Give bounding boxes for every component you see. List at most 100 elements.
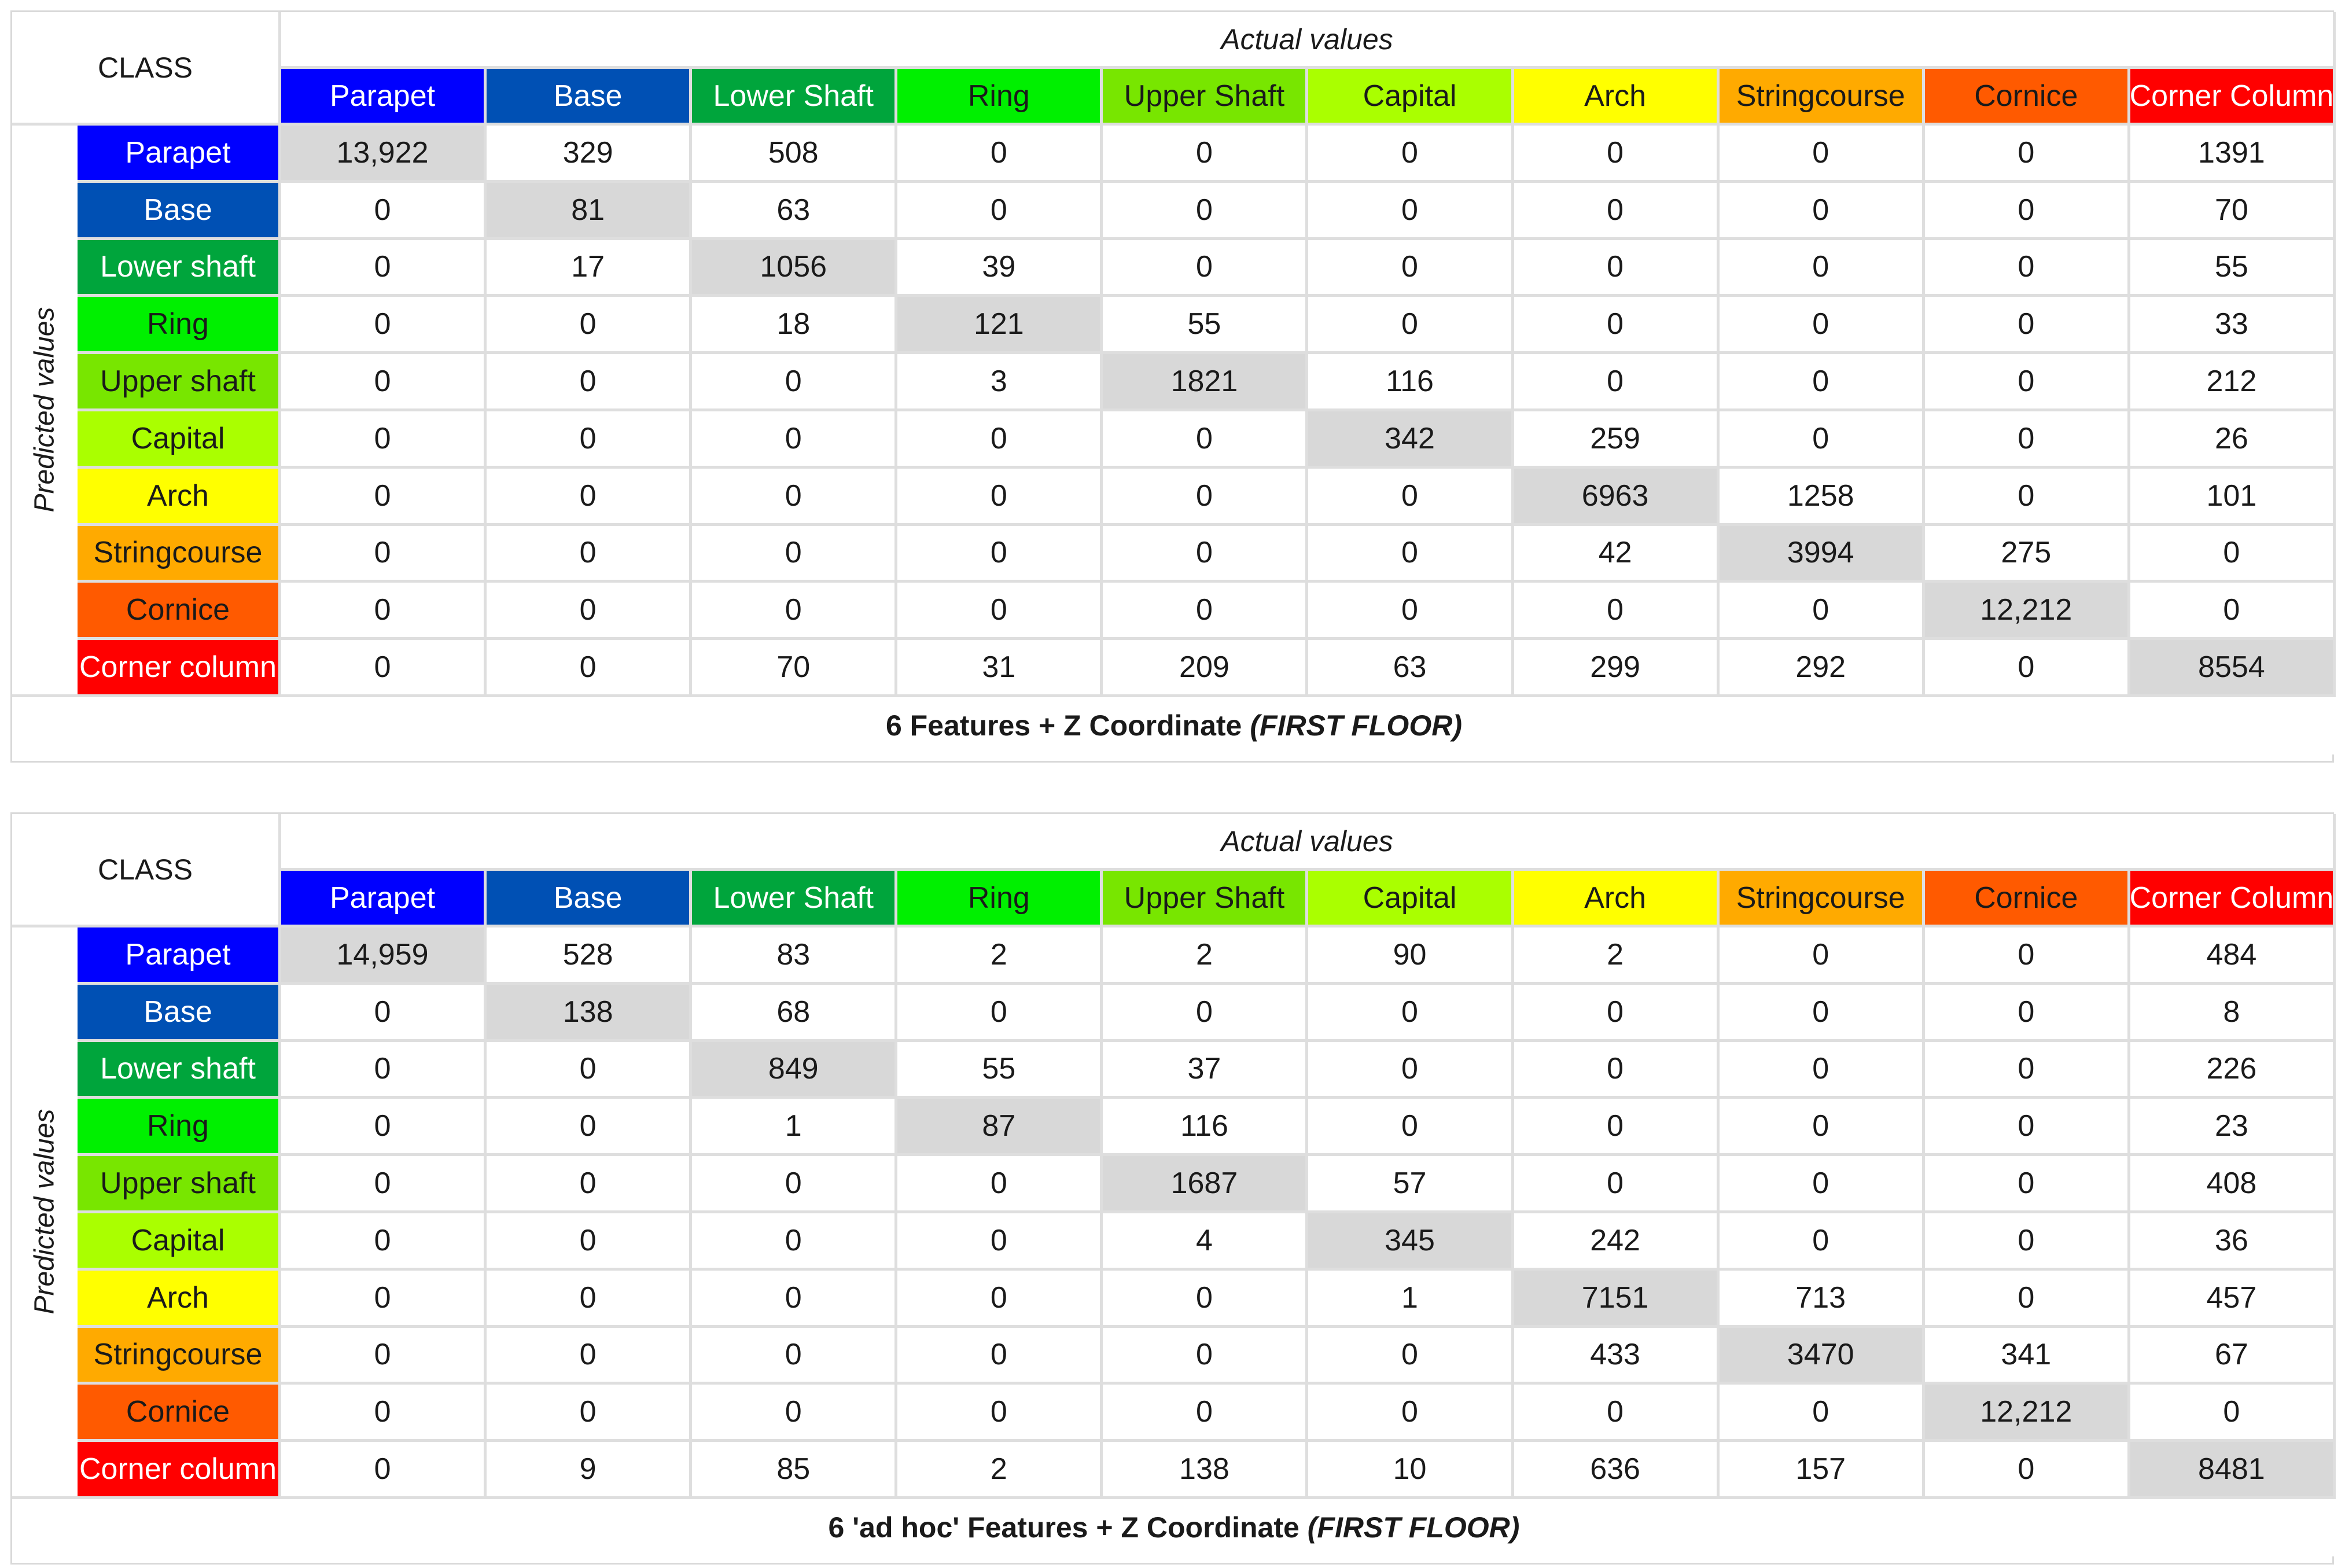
matrix-cell: 341 xyxy=(1924,1327,2130,1385)
matrix-cell: 0 xyxy=(1103,984,1309,1042)
matrix-cell: 342 xyxy=(1308,411,1514,469)
matrix-cell: 3 xyxy=(897,354,1103,411)
matrix-cell: 849 xyxy=(692,1041,898,1099)
column-header: Capital xyxy=(1308,69,1514,126)
matrix-cell: 1391 xyxy=(2130,126,2336,183)
matrix-cell: 0 xyxy=(281,984,487,1042)
matrix-cell: 85 xyxy=(692,1442,898,1499)
row-header: Lower shaft xyxy=(78,1041,281,1099)
matrix-cell: 0 xyxy=(487,1041,693,1099)
matrix-cell: 70 xyxy=(2130,182,2336,240)
matrix-cell: 0 xyxy=(1514,182,1720,240)
column-header: Stringcourse xyxy=(1719,871,1925,927)
matrix-cell: 83 xyxy=(692,927,898,985)
matrix-cell: 10 xyxy=(1308,1442,1514,1499)
matrix-cell: 0 xyxy=(1308,1327,1514,1385)
matrix-cell: 0 xyxy=(692,1327,898,1385)
matrix-cell: 0 xyxy=(1308,240,1514,297)
matrix-cell: 0 xyxy=(692,525,898,583)
matrix-cell: 0 xyxy=(1924,354,2130,411)
matrix-cell: 3994 xyxy=(1719,525,1925,583)
matrix-cell: 0 xyxy=(2130,525,2336,583)
column-header: Capital xyxy=(1308,871,1514,927)
matrix-cell: 0 xyxy=(1308,126,1514,183)
matrix-cell: 0 xyxy=(1103,182,1309,240)
row-header: Corner column xyxy=(78,1442,281,1499)
matrix-cell: 0 xyxy=(1924,984,2130,1042)
row-header: Capital xyxy=(78,1213,281,1271)
row-header: Base xyxy=(78,984,281,1042)
matrix-cell: 292 xyxy=(1719,640,1925,697)
matrix-cell: 0 xyxy=(1924,1442,2130,1499)
matrix-cell: 0 xyxy=(487,525,693,583)
matrix-cell: 484 xyxy=(2130,927,2336,985)
confusion-matrix-2: CLASS Actual values Parapet Base Lower Shaft… xyxy=(10,812,2336,1565)
column-header: Upper Shaft xyxy=(1103,871,1309,927)
matrix-cell: 2 xyxy=(1514,927,1720,985)
matrix-cell: 209 xyxy=(1103,640,1309,697)
matrix-cell: 1056 xyxy=(692,240,898,297)
column-header: Corner Column xyxy=(2130,871,2336,927)
matrix-cell: 0 xyxy=(281,583,487,641)
matrix-cell: 0 xyxy=(897,126,1103,183)
matrix-cell: 63 xyxy=(1308,640,1514,697)
matrix-cell: 1 xyxy=(692,1099,898,1157)
row-header: Cornice xyxy=(78,1385,281,1442)
predicted-values-label: Predicted values xyxy=(12,126,78,697)
matrix-cell: 0 xyxy=(487,1213,693,1271)
matrix-cell: 157 xyxy=(1719,1442,1925,1499)
matrix-cell: 0 xyxy=(1308,1099,1514,1157)
caption-main: 6 'ad hoc' Features + Z Coordinate xyxy=(828,1511,1299,1544)
row-header: Arch xyxy=(78,468,281,526)
column-header: Ring xyxy=(897,871,1103,927)
matrix-cell: 2 xyxy=(897,927,1103,985)
matrix-cell: 212 xyxy=(2130,354,2336,411)
matrix-cell: 0 xyxy=(487,1156,693,1213)
column-header: Cornice xyxy=(1924,871,2130,927)
matrix-cell: 31 xyxy=(897,640,1103,697)
matrix-cell: 0 xyxy=(1719,1099,1925,1157)
matrix-cell: 0 xyxy=(487,1327,693,1385)
column-header: Corner Column xyxy=(2130,69,2336,126)
matrix-cell: 0 xyxy=(897,984,1103,1042)
matrix-cell: 0 xyxy=(897,525,1103,583)
matrix-cell: 0 xyxy=(1514,1156,1720,1213)
matrix-cell: 0 xyxy=(281,1270,487,1328)
matrix-cell: 226 xyxy=(2130,1041,2336,1099)
caption-floor: (FIRST FLOOR) xyxy=(1250,709,1462,742)
matrix-cell: 0 xyxy=(1719,1213,1925,1271)
matrix-cell: 0 xyxy=(2130,1385,2336,1442)
column-header: Parapet xyxy=(281,69,487,126)
row-header: Cornice xyxy=(78,583,281,641)
matrix-cell: 0 xyxy=(281,411,487,469)
matrix-cell: 57 xyxy=(1308,1156,1514,1213)
column-header: Base xyxy=(487,871,693,927)
column-header: Lower Shaft xyxy=(692,69,898,126)
matrix-cell: 101 xyxy=(2130,468,2336,526)
matrix-cell: 23 xyxy=(2130,1099,2336,1157)
matrix-cell: 0 xyxy=(1514,240,1720,297)
matrix-cell: 1 xyxy=(1308,1270,1514,1328)
matrix-cell: 0 xyxy=(1924,240,2130,297)
matrix-cell: 6963 xyxy=(1514,468,1720,526)
matrix-cell: 7151 xyxy=(1514,1270,1720,1328)
matrix-cell: 0 xyxy=(281,1156,487,1213)
matrix-cell: 0 xyxy=(1308,1385,1514,1442)
matrix-cell: 14,959 xyxy=(281,927,487,985)
matrix-cell: 0 xyxy=(281,1099,487,1157)
actual-values-label: Actual values xyxy=(281,814,2336,871)
column-header: Cornice xyxy=(1924,69,2130,126)
matrix-cell: 4 xyxy=(1103,1213,1309,1271)
column-header: Arch xyxy=(1514,871,1720,927)
matrix-cell: 0 xyxy=(1719,1385,1925,1442)
matrix-cell: 713 xyxy=(1719,1270,1925,1328)
row-header: Ring xyxy=(78,297,281,355)
matrix-cell: 0 xyxy=(1924,1270,2130,1328)
matrix-cell: 0 xyxy=(897,1213,1103,1271)
row-header: Upper shaft xyxy=(78,354,281,411)
matrix-cell: 1821 xyxy=(1103,354,1309,411)
matrix-cell: 0 xyxy=(1514,1041,1720,1099)
matrix-cell: 0 xyxy=(1719,984,1925,1042)
matrix-cell: 0 xyxy=(1103,468,1309,526)
matrix-cell: 8481 xyxy=(2130,1442,2336,1499)
